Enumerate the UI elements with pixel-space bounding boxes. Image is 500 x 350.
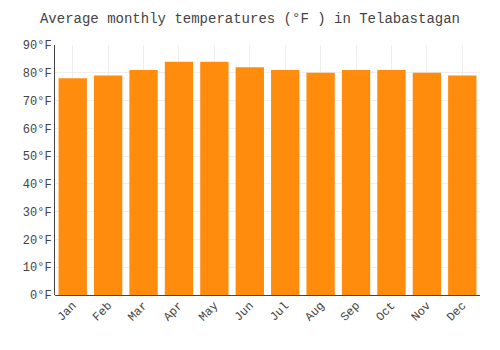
svg-text:Sep: Sep xyxy=(338,299,363,324)
svg-text:Jul: Jul xyxy=(267,299,292,324)
svg-text:Mar: Mar xyxy=(125,299,150,324)
svg-text:May: May xyxy=(196,299,221,324)
svg-text:Apr: Apr xyxy=(161,299,186,324)
svg-text:Jan: Jan xyxy=(55,299,80,324)
svg-text:10°F: 10°F xyxy=(23,261,52,275)
svg-text:Feb: Feb xyxy=(90,299,115,324)
svg-text:40°F: 40°F xyxy=(23,178,52,192)
svg-text:0°F: 0°F xyxy=(30,289,52,303)
svg-text:Aug: Aug xyxy=(303,299,328,324)
svg-text:90°F: 90°F xyxy=(23,39,52,53)
svg-text:Oct: Oct xyxy=(373,299,398,324)
svg-text:20°F: 20°F xyxy=(23,234,52,248)
svg-text:Jun: Jun xyxy=(232,299,257,324)
svg-text:80°F: 80°F xyxy=(23,67,52,81)
svg-text:Nov: Nov xyxy=(409,299,434,324)
svg-text:30°F: 30°F xyxy=(23,206,52,220)
svg-text:60°F: 60°F xyxy=(23,123,52,137)
svg-text:70°F: 70°F xyxy=(23,95,52,109)
svg-text:50°F: 50°F xyxy=(23,150,52,164)
svg-text:Dec: Dec xyxy=(444,299,469,324)
svg-text:Average monthly temperatures (: Average monthly temperatures (°F ) in Te… xyxy=(40,11,460,27)
